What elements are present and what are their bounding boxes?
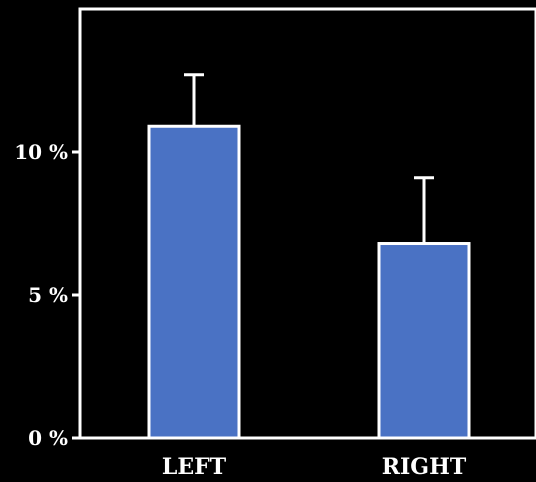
x-label-right: RIGHT <box>382 454 467 480</box>
y-tick-label-5: 5 % <box>28 283 68 307</box>
y-tick-label-10: 10 % <box>14 140 68 164</box>
y-tick-label-0: 0 % <box>28 426 68 450</box>
x-label-left: LEFT <box>162 454 227 480</box>
bar-left <box>147 124 241 440</box>
bar-right <box>377 242 471 440</box>
y-axis: 0 % 5 % 10 % <box>14 140 80 450</box>
x-axis-labels: LEFT RIGHT <box>162 454 467 480</box>
bars <box>147 73 471 440</box>
plot-frame <box>78 7 536 440</box>
